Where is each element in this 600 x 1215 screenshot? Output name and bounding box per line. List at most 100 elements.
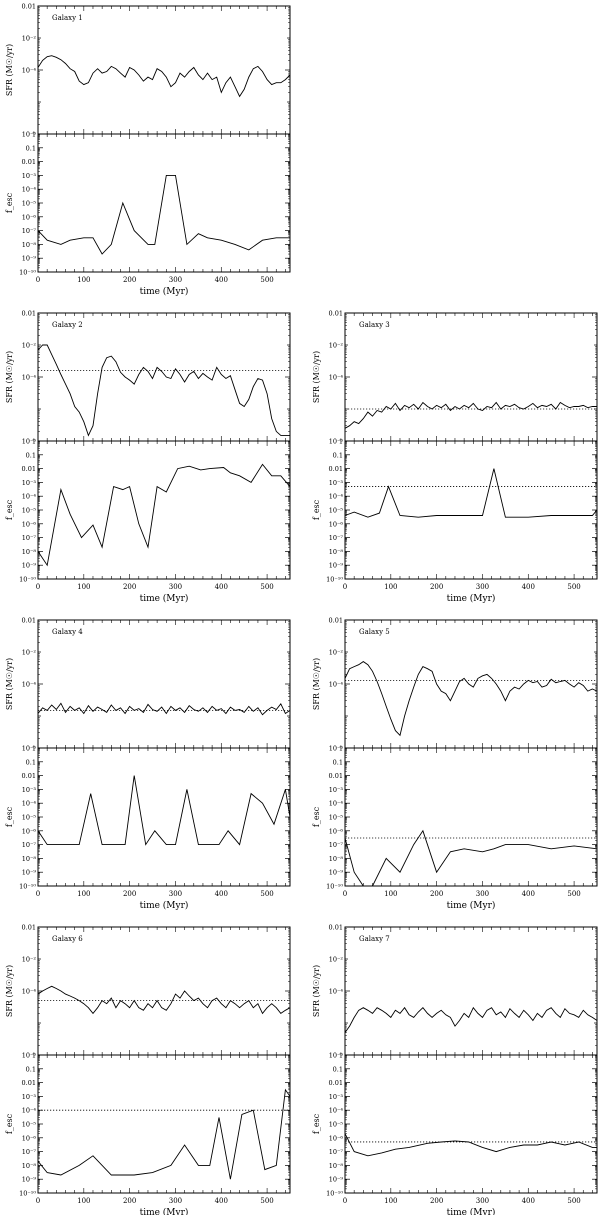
fesc-y-tick-label: 10⁻⁶	[329, 520, 344, 528]
fesc-y-tick-label: 0.1	[333, 1065, 343, 1073]
x-tick-label: 500	[260, 583, 273, 591]
fesc-axis-label: f_esc	[5, 1113, 14, 1134]
sfr-y-tick-label: 0.01	[22, 924, 36, 932]
galaxy-2-sfr-panel: 10⁻⁶ 10⁻⁴ 10⁻² 0.01 SFR (M☉/yr)	[5, 310, 291, 446]
fesc-y-tick-label: 0.01	[22, 158, 36, 166]
sfr-axis-label: SFR (M☉/yr)	[5, 965, 14, 1017]
galaxy-5-sfr-panel: 10⁻⁶ 10⁻⁴ 10⁻² 0.01 SFR (M☉/yr)	[312, 617, 598, 753]
galaxy-3-fesc-panel: 10⁻¹⁰ 10⁻⁹ 10⁻⁸ 10⁻⁷ 10⁻⁶ 10⁻⁵ 10⁻⁴ 10⁻³ 0.01 0.1…	[312, 438, 598, 584]
sfr-y-tick-label: 10⁻⁶	[22, 438, 37, 446]
galaxy-2-fesc-panel: 10⁻¹⁰ 10⁻⁹ 10⁻⁸ 10⁻⁷ 10⁻⁶ 10⁻⁵ 10⁻⁴ 10⁻³ 0.01 0.1…	[5, 438, 291, 584]
sfr-y-tick-label: 10⁻²	[22, 649, 37, 657]
fesc-y-tick-label: 10⁻⁹	[22, 562, 37, 570]
galaxy-4-figure: 10⁻⁶ 10⁻⁴ 10⁻² 0.01 SFR (M☉/yr) 10⁻¹⁰ 10⁻⁹ 10⁻⁸…	[5, 617, 291, 911]
sfr-axis-label: SFR (M☉/yr)	[312, 965, 321, 1017]
fesc-y-tick-label: 10⁻⁴	[329, 800, 344, 808]
x-tick-label: 500	[567, 583, 580, 591]
x-tick-label: 500	[260, 1197, 273, 1205]
galaxy-2-figure: 10⁻⁶ 10⁻⁴ 10⁻² 0.01 SFR (M☉/yr) 10⁻¹⁰ 10⁻⁹ 10⁻⁸…	[5, 310, 291, 604]
fesc-y-tick-label: 10⁻⁷	[329, 534, 344, 542]
fesc-y-tick-label: 10⁻⁸	[22, 241, 37, 249]
fesc-y-tick-label: 10⁻⁹	[329, 562, 344, 570]
fesc-y-tick-label: 0.1	[333, 451, 343, 459]
x-tick-label: 0	[36, 276, 40, 284]
sfr-axis-label: SFR (M☉/yr)	[312, 658, 321, 710]
x-tick-label: 100	[77, 1197, 90, 1205]
fesc-frame	[37, 1054, 291, 1194]
fesc-y-tick-label: 0.1	[333, 758, 343, 766]
fesc-y-tick-label: 1	[32, 438, 36, 446]
x-tick-label: 200	[123, 583, 136, 591]
galaxy-1-sfr-panel: 10⁻⁶ 10⁻⁴ 10⁻² 0.01 SFR (M☉/yr)	[5, 3, 291, 139]
fesc-y-tick-label: 10⁻⁹	[22, 1176, 37, 1184]
galaxy-3-figure: 10⁻⁶ 10⁻⁴ 10⁻² 0.01 SFR (M☉/yr) 10⁻¹⁰ 10⁻⁹ 10⁻⁸…	[312, 310, 598, 604]
fesc-y-tick-label: 10⁻⁴	[329, 493, 344, 501]
fesc-y-tick-label: 10⁻⁵	[329, 1121, 344, 1129]
x-tick-label: 200	[430, 890, 443, 898]
x-tick-label: 200	[123, 276, 136, 284]
fesc-y-tick-label: 10⁻⁸	[329, 548, 344, 556]
sfr-y-tick-label: 10⁻⁶	[329, 745, 344, 753]
x-tick-label: 300	[476, 890, 489, 898]
fesc-y-tick-label: 10⁻¹⁰	[326, 576, 343, 584]
sfr-y-tick-label: 10⁻⁴	[22, 681, 37, 689]
fesc-y-tick-label: 10⁻⁸	[329, 855, 344, 863]
x-tick-label: 200	[430, 1197, 443, 1205]
fesc-axis-label: f_esc	[5, 806, 14, 827]
sfr-y-tick-label: 0.01	[329, 310, 343, 318]
galaxy-7-sfr-panel: 10⁻⁶ 10⁻⁴ 10⁻² 0.01 SFR (M☉/yr)	[312, 924, 598, 1060]
fesc-axis-label: f_esc	[312, 499, 321, 520]
x-tick-label: 500	[260, 890, 273, 898]
fesc-y-tick-label: 10⁻⁴	[329, 1107, 344, 1115]
x-axis-label: time (Myr)	[140, 593, 189, 604]
fesc-y-tick-label: 0.01	[329, 1079, 343, 1087]
fesc-frame	[344, 440, 598, 580]
fesc-y-tick-label: 10⁻¹⁰	[326, 1190, 343, 1198]
fesc-y-tick-label: 10⁻³	[22, 479, 37, 487]
sfr-y-tick-label: 10⁻²	[329, 649, 344, 657]
fesc-y-tick-label: 10⁻⁶	[22, 1134, 37, 1142]
sfr-axis-label: SFR (M☉/yr)	[5, 658, 14, 710]
sfr-y-tick-label: 10⁻⁴	[22, 67, 37, 75]
sfr-y-tick-label: 0.01	[329, 617, 343, 625]
galaxy-7-fesc-panel: 10⁻¹⁰ 10⁻⁹ 10⁻⁸ 10⁻⁷ 10⁻⁶ 10⁻⁵ 10⁻⁴ 10⁻³ 0.01 0.1…	[312, 1052, 598, 1198]
sfr-axis-label: SFR (M☉/yr)	[312, 351, 321, 403]
sfr-y-tick-label: 10⁻⁶	[329, 1052, 344, 1060]
x-tick-label: 400	[522, 1197, 535, 1205]
sfr-y-tick-label: 0.01	[22, 617, 36, 625]
fesc-y-tick-label: 10⁻⁵	[22, 200, 37, 208]
sfr-y-tick-label: 0.01	[22, 3, 36, 11]
x-tick-label: 100	[77, 583, 90, 591]
sfr-series-line	[37, 344, 290, 437]
galaxy-4-sfr-panel: 10⁻⁶ 10⁻⁴ 10⁻² 0.01 SFR (M☉/yr)	[5, 617, 291, 753]
x-tick-label: 100	[77, 890, 90, 898]
fesc-y-tick-label: 10⁻³	[329, 479, 344, 487]
sfr-y-tick-label: 10⁻²	[329, 956, 344, 964]
fesc-y-tick-label: 10⁻⁵	[22, 814, 37, 822]
fesc-y-tick-label: 10⁻⁹	[22, 869, 37, 877]
galaxy-6-figure: 10⁻⁶ 10⁻⁴ 10⁻² 0.01 SFR (M☉/yr) 10⁻¹⁰ 10⁻⁹ 10⁻⁸…	[5, 924, 291, 1215]
fesc-series-line	[37, 775, 291, 846]
fesc-y-tick-label: 0.01	[22, 772, 36, 780]
sfr-frame	[37, 926, 291, 1056]
sfr-y-tick-label: 10⁻²	[329, 342, 344, 350]
fesc-y-tick-label: 0.01	[329, 772, 343, 780]
fesc-y-tick-label: 10⁻⁶	[329, 1134, 344, 1142]
fesc-y-tick-label: 10⁻⁴	[22, 493, 37, 501]
x-axis-label: time (Myr)	[140, 900, 189, 911]
x-tick-label: 0	[343, 583, 347, 591]
x-tick-label: 400	[215, 890, 228, 898]
sfr-series-line	[344, 1006, 598, 1033]
sfr-frame	[344, 312, 598, 442]
fesc-y-tick-label: 1	[32, 131, 36, 139]
fesc-y-tick-label: 0.1	[26, 1065, 36, 1073]
x-tick-label: 300	[476, 1197, 489, 1205]
x-tick-label: 500	[260, 276, 273, 284]
x-axis-label: time (Myr)	[140, 286, 189, 297]
x-tick-label: 500	[567, 1197, 580, 1205]
fesc-y-tick-label: 10⁻⁵	[22, 1121, 37, 1129]
fesc-axis-label: f_esc	[5, 499, 14, 520]
fesc-axis-label: f_esc	[312, 806, 321, 827]
fesc-frame	[344, 1054, 598, 1194]
